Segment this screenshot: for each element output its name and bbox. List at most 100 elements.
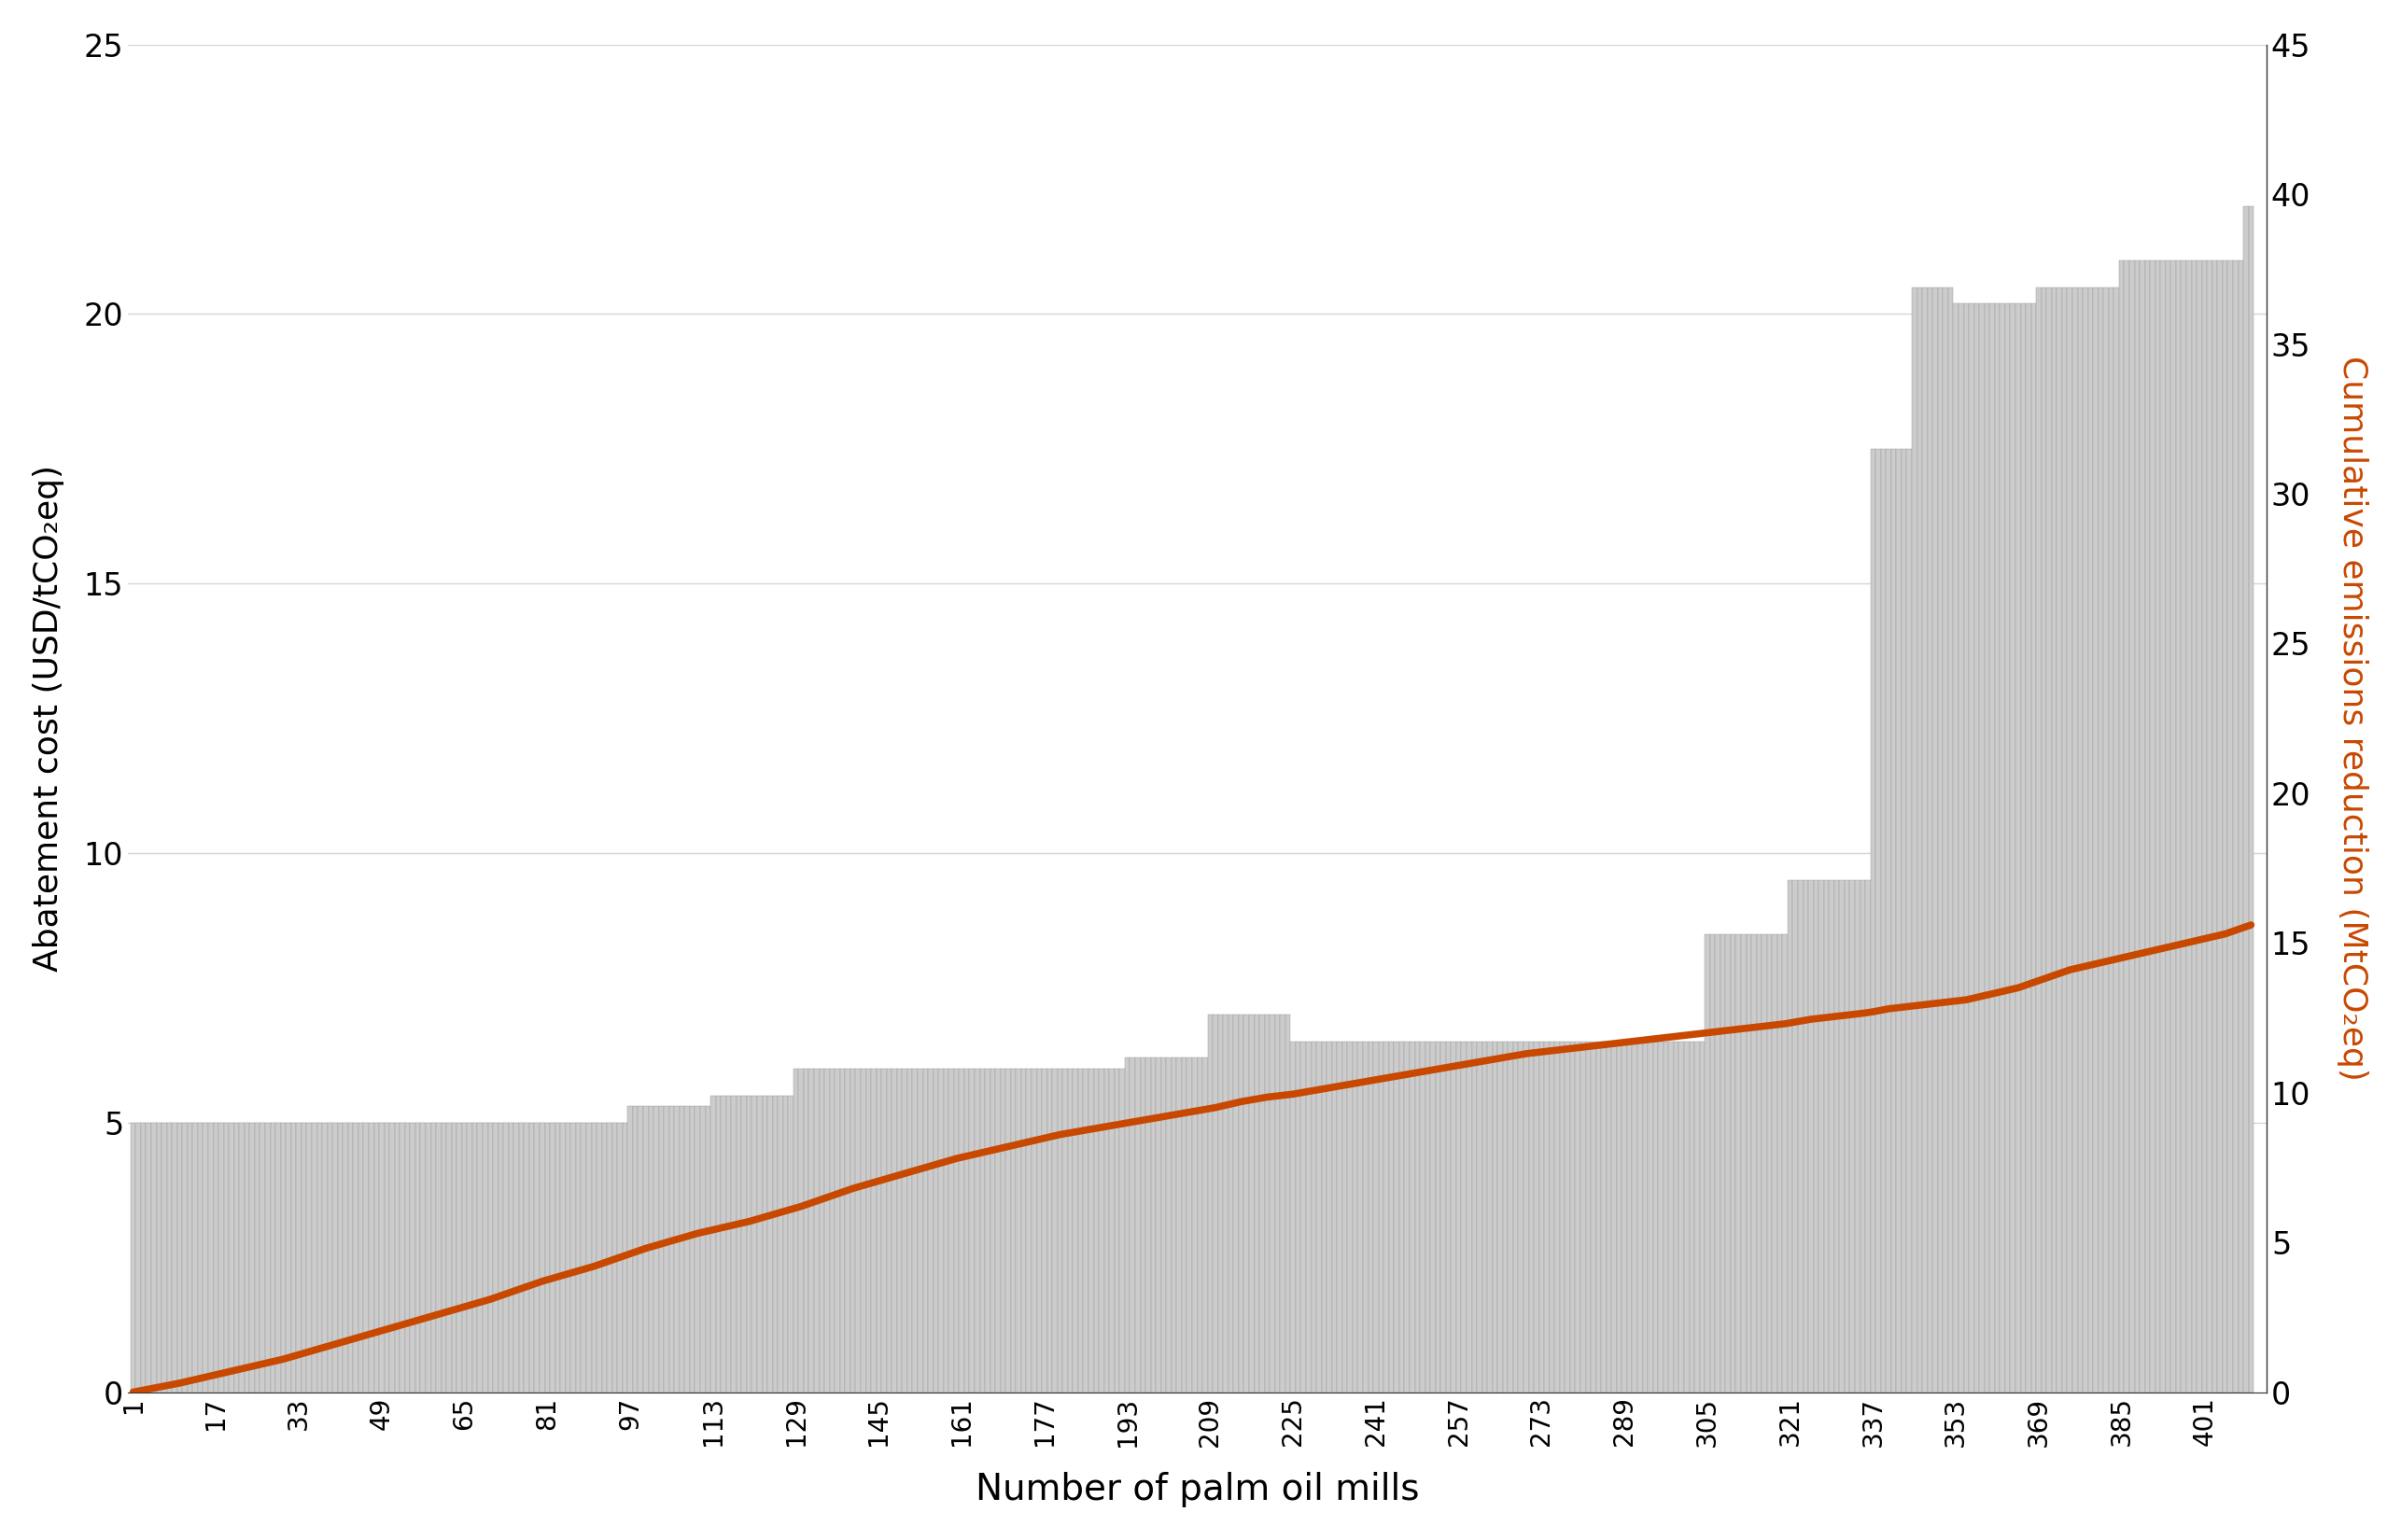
- Bar: [984, 1069, 989, 1392]
- Bar: [927, 1069, 934, 1392]
- Bar: [912, 1069, 917, 1392]
- Bar: [1928, 286, 1933, 1392]
- Bar: [576, 1123, 581, 1392]
- Bar: [1705, 933, 1710, 1392]
- Bar: [1664, 1041, 1669, 1392]
- Bar: [1866, 879, 1870, 1392]
- Bar: [2120, 260, 2125, 1392]
- Bar: [1395, 1041, 1400, 1392]
- Bar: [250, 1123, 255, 1392]
- Bar: [1186, 1058, 1191, 1392]
- Bar: [595, 1123, 603, 1392]
- Bar: [845, 1069, 850, 1392]
- Bar: [643, 1106, 648, 1392]
- Bar: [586, 1123, 591, 1392]
- Bar: [2238, 260, 2243, 1392]
- Bar: [389, 1123, 394, 1392]
- Bar: [850, 1069, 855, 1392]
- Bar: [1916, 286, 1923, 1392]
- Bar: [137, 1123, 142, 1392]
- Bar: [1808, 879, 1813, 1392]
- Bar: [514, 1123, 519, 1392]
- Bar: [634, 1106, 639, 1392]
- Bar: [836, 1069, 840, 1392]
- Bar: [245, 1123, 250, 1392]
- Bar: [2067, 286, 2072, 1392]
- Bar: [689, 1106, 694, 1392]
- Bar: [996, 1069, 1001, 1392]
- Bar: [1794, 879, 1798, 1392]
- Bar: [1229, 1015, 1234, 1392]
- Bar: [1902, 448, 1906, 1392]
- Bar: [2108, 286, 2113, 1392]
- Bar: [523, 1123, 528, 1392]
- Bar: [2192, 260, 2197, 1392]
- Bar: [187, 1123, 192, 1392]
- Bar: [1782, 933, 1789, 1392]
- Bar: [218, 1123, 223, 1392]
- Bar: [1736, 933, 1741, 1392]
- Bar: [303, 1123, 307, 1392]
- Bar: [711, 1095, 715, 1392]
- Bar: [2046, 286, 2053, 1392]
- Bar: [2171, 260, 2175, 1392]
- Bar: [665, 1106, 670, 1392]
- Bar: [1789, 879, 1794, 1392]
- Bar: [483, 1123, 487, 1392]
- Bar: [415, 1123, 420, 1392]
- Bar: [2223, 260, 2228, 1392]
- Bar: [1938, 286, 1942, 1392]
- Bar: [233, 1123, 240, 1392]
- Bar: [1575, 1041, 1580, 1392]
- Bar: [358, 1123, 363, 1392]
- Bar: [1100, 1069, 1104, 1392]
- Bar: [461, 1123, 468, 1392]
- Bar: [975, 1069, 980, 1392]
- Bar: [2134, 260, 2139, 1392]
- Bar: [322, 1123, 327, 1392]
- Bar: [1906, 448, 1911, 1392]
- Bar: [1597, 1041, 1601, 1392]
- Bar: [917, 1069, 922, 1392]
- Bar: [1601, 1041, 1606, 1392]
- Bar: [778, 1095, 783, 1392]
- Bar: [1669, 1041, 1673, 1392]
- Bar: [535, 1123, 540, 1392]
- Bar: [255, 1123, 259, 1392]
- Bar: [559, 1123, 567, 1392]
- Bar: [1333, 1041, 1337, 1392]
- Bar: [761, 1095, 768, 1392]
- Bar: [1746, 933, 1750, 1392]
- Bar: [684, 1106, 689, 1392]
- Bar: [1181, 1058, 1186, 1392]
- Bar: [1280, 1015, 1285, 1392]
- Bar: [425, 1123, 430, 1392]
- Bar: [437, 1123, 442, 1392]
- Bar: [2014, 303, 2022, 1392]
- Bar: [197, 1123, 204, 1392]
- Bar: [166, 1123, 173, 1392]
- Bar: [295, 1123, 303, 1392]
- Bar: [2247, 206, 2255, 1392]
- Bar: [1119, 1069, 1124, 1392]
- Bar: [1719, 933, 1726, 1392]
- Bar: [881, 1069, 886, 1392]
- Bar: [307, 1123, 312, 1392]
- Bar: [228, 1123, 233, 1392]
- Bar: [1964, 303, 1969, 1392]
- Bar: [2166, 260, 2171, 1392]
- Bar: [819, 1069, 824, 1392]
- Bar: [886, 1069, 891, 1392]
- Bar: [1289, 1041, 1297, 1392]
- Bar: [840, 1069, 845, 1392]
- Bar: [1261, 1015, 1265, 1392]
- Bar: [783, 1095, 788, 1392]
- Bar: [1441, 1041, 1445, 1392]
- Bar: [1419, 1041, 1426, 1392]
- Bar: [497, 1123, 504, 1392]
- Bar: [204, 1123, 209, 1392]
- Bar: [1897, 448, 1902, 1392]
- Bar: [1347, 1041, 1352, 1392]
- Bar: [519, 1123, 523, 1392]
- Bar: [1388, 1041, 1395, 1392]
